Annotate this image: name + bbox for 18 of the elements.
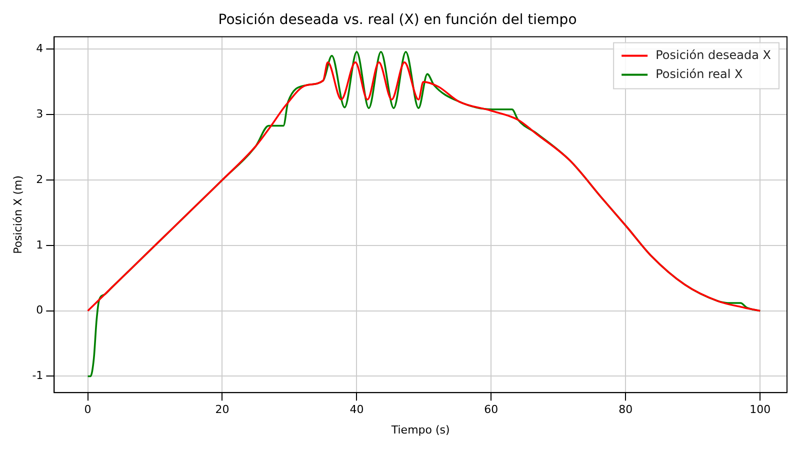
y-tick-label: 3 <box>36 107 44 120</box>
x-tick-label: 40 <box>350 403 364 416</box>
x-tick-label: 100 <box>750 403 771 416</box>
y-tick-label: 1 <box>36 238 44 252</box>
legend-label: Posición real X <box>656 66 743 81</box>
y-tick-label: -1 <box>32 369 44 382</box>
x-tick-label: 80 <box>618 403 633 416</box>
y-tick-label: 0 <box>36 304 44 317</box>
x-tick-label: 0 <box>84 403 92 416</box>
y-tick-label: 4 <box>36 42 44 56</box>
x-tick-label: 60 <box>484 403 498 416</box>
line-series <box>86 61 762 312</box>
y-axis-title: Posición X (m) <box>11 175 24 254</box>
legend-label: Posición deseada X <box>656 48 772 62</box>
x-tick-label: 20 <box>215 403 230 416</box>
y-tick-label: 2 <box>36 172 44 186</box>
chart-title: Posición deseada vs. real (X) en función del tiempo <box>218 12 577 28</box>
x-axis-title: Tiempo (s) <box>390 423 450 436</box>
